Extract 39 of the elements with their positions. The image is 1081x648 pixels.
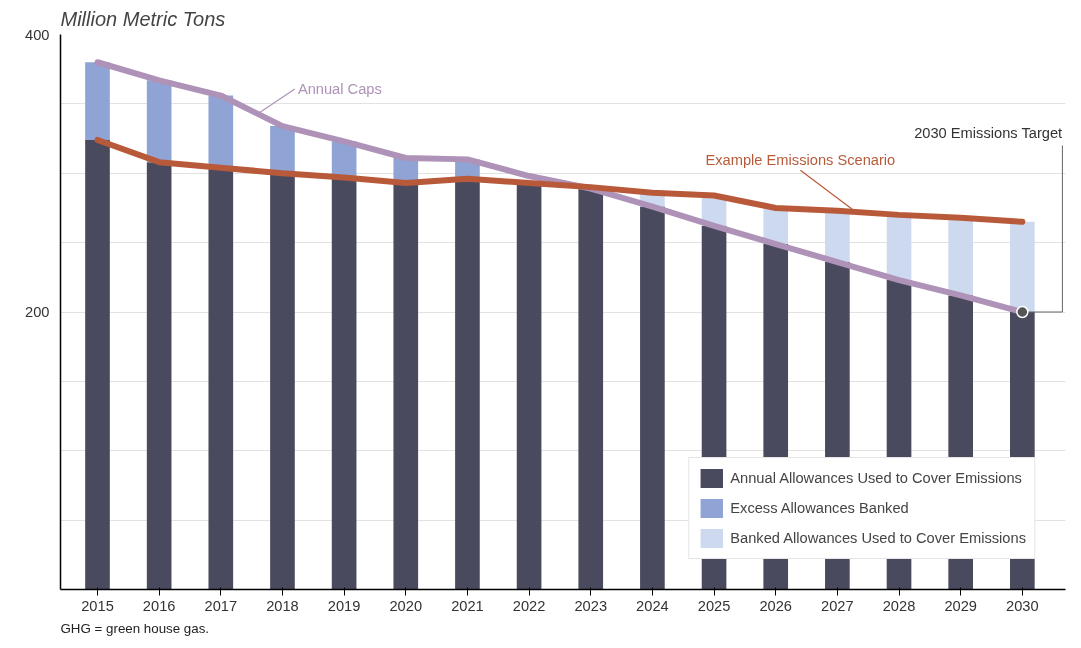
bar — [146, 162, 172, 590]
x-tick-label: 2030 — [1006, 597, 1039, 614]
y-tick-label: 400 — [25, 26, 50, 43]
x-tick-label: 2025 — [697, 597, 731, 614]
text: Annual Caps — [297, 80, 382, 97]
x-tick-label: 2020 — [389, 597, 423, 614]
x-tick-label: 2027 — [821, 597, 854, 614]
bar — [578, 188, 604, 590]
legend-label: Banked Allowances Used to Cover Emissions — [730, 530, 1026, 546]
x-tick-label: 2015 — [81, 597, 114, 614]
x-tick-label: 2021 — [451, 597, 484, 614]
x-tick-label: 2029 — [944, 597, 977, 614]
series-label: Example Emissions Scenario — [705, 151, 896, 168]
x-tick-label: 2026 — [759, 597, 793, 614]
x-tick-label: 2016 — [142, 597, 176, 614]
bar — [208, 95, 234, 168]
x-tick-label: 2023 — [574, 597, 608, 614]
x-tick-label: 2017 — [204, 597, 238, 614]
bar — [948, 217, 974, 296]
bar — [640, 206, 665, 590]
chart-title: Million Metric Tons — [60, 7, 226, 30]
bar — [393, 182, 419, 590]
x-tick-label: 2022 — [512, 597, 546, 614]
bar — [331, 177, 357, 590]
y-tick-label: 200 — [25, 304, 50, 320]
bar — [85, 62, 110, 140]
x-tick-label: 2024 — [636, 597, 669, 614]
x-tick-label: 2028 — [882, 597, 916, 614]
x-tick-label: 2019 — [327, 597, 361, 614]
text: GHG = green house gas. — [60, 620, 210, 636]
x-tick-label: 2018 — [266, 597, 299, 614]
bar — [270, 173, 295, 590]
bar — [85, 139, 110, 590]
bar — [1010, 221, 1035, 312]
legend-label: Annual Allowances Used to Cover Emissions — [730, 470, 1022, 486]
bar — [208, 167, 234, 590]
legend-label: Excess Allowances Banked — [730, 500, 909, 516]
annotation: 2030 Emissions Target — [914, 125, 1063, 142]
bar — [516, 182, 542, 590]
